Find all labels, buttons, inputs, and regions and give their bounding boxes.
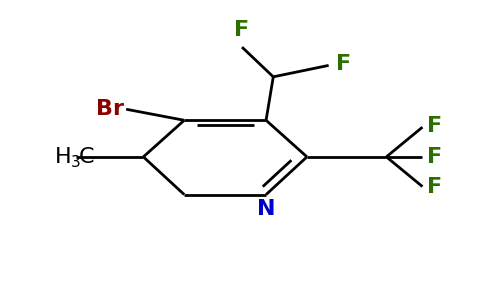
Text: F: F: [427, 147, 442, 167]
Text: 3: 3: [71, 155, 80, 170]
Text: F: F: [234, 20, 250, 40]
Text: H: H: [55, 147, 71, 167]
Text: C: C: [79, 147, 94, 167]
Text: F: F: [427, 116, 442, 136]
Text: Br: Br: [96, 99, 124, 119]
Text: N: N: [257, 199, 275, 219]
Text: F: F: [427, 177, 442, 196]
Text: F: F: [336, 54, 351, 74]
